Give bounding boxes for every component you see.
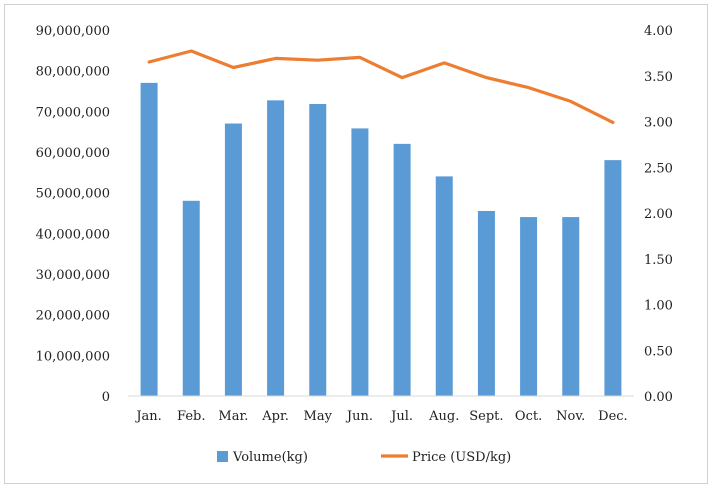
left-tick-label: 30,000,000 (36, 268, 110, 283)
volume-bar (477, 210, 495, 396)
volume-bar (267, 100, 285, 396)
left-tick-label: 20,000,000 (36, 309, 110, 324)
x-tick-label: Feb. (177, 409, 205, 424)
right-tick-label: 2.50 (644, 161, 673, 176)
right-tick-label: 1.50 (644, 253, 673, 268)
left-tick-label: 50,000,000 (36, 187, 110, 202)
x-tick-label: Oct. (515, 409, 542, 424)
x-tick-label: Mar. (218, 409, 248, 424)
volume-bar (520, 217, 538, 396)
volume-bar (604, 160, 622, 396)
x-tick-label: Jan. (134, 409, 161, 424)
volume-bar (224, 123, 242, 397)
x-tick-label: Sept. (469, 409, 503, 424)
x-tick-label: Apr. (261, 409, 289, 424)
legend-price-label: Price (USD/kg) (412, 450, 511, 465)
x-tick-label: Nov. (556, 409, 585, 424)
left-tick-label: 70,000,000 (36, 105, 110, 120)
x-tick-label: Dec. (598, 409, 628, 424)
left-tick-label: 40,000,000 (36, 227, 110, 242)
price-line (147, 49, 615, 125)
x-tick-label: May (304, 409, 333, 424)
right-tick-label: 1.00 (644, 299, 673, 314)
left-tick-label: 60,000,000 (36, 146, 110, 161)
right-tick-label: 0.50 (644, 344, 673, 359)
volume-bar (562, 217, 580, 396)
legend-volume-label: Volume(kg) (232, 450, 308, 465)
legend-volume-swatch (217, 451, 228, 462)
right-axis: 0.00 0.50 1.00 1.50 2.00 2.50 3.00 3.50 4.00 (644, 24, 673, 405)
right-tick-label: 3.50 (644, 70, 673, 85)
x-tick-label: Aug. (428, 409, 459, 424)
x-axis: Jan. Feb. Mar. Apr. May Jun. Jul. Aug. Sept. Oct.… (134, 409, 627, 424)
plot-area (128, 49, 634, 397)
x-tick-label: Jul. (389, 409, 413, 424)
right-tick-label: 2.00 (644, 207, 673, 222)
left-tick-label: 0 (102, 390, 110, 405)
left-tick-label: 10,000,000 (36, 349, 110, 364)
left-tick-label: 80,000,000 (36, 65, 110, 80)
legend: Volume(kg) Price (USD/kg) (217, 450, 511, 465)
volume-bar (182, 200, 200, 396)
volume-bar (351, 128, 369, 396)
left-tick-label: 90,000,000 (36, 24, 110, 39)
right-tick-label: 3.00 (644, 116, 673, 131)
volume-bar (140, 82, 158, 396)
left-axis: 0 10,000,000 20,000,000 30,000,000 40,000,00… (36, 24, 110, 405)
volume-bar (393, 143, 411, 396)
volume-bar (435, 176, 453, 396)
right-tick-label: 0.00 (644, 390, 673, 405)
x-tick-label: Jun. (345, 409, 373, 424)
right-tick-label: 4.00 (644, 24, 673, 39)
volume-bar (309, 104, 327, 396)
